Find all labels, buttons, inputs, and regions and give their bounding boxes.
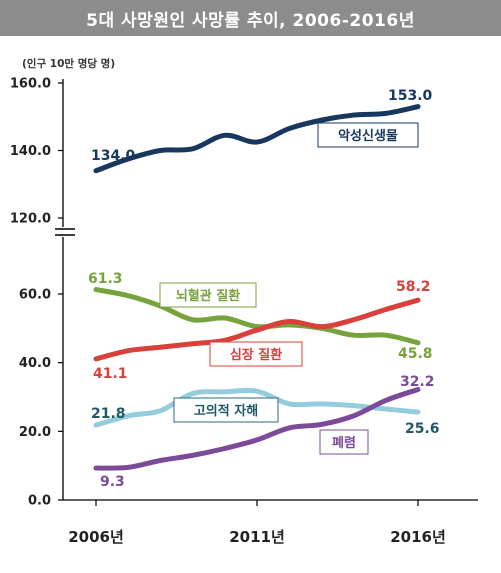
data-labels: 134.0 153.0 악성신생물 61.3 45.8 뇌혈관 질환 41.1 58.2 심장 … [88,88,440,490]
series-name-label: 심장 질환 [230,347,282,363]
y-tick-label: 0.0 [28,494,51,509]
series-line-3 [93,387,421,428]
series-name-box [209,341,303,367]
start-value-label: 9.3 [100,474,125,490]
start-value-label: 134.0 [91,148,136,164]
start-value-label: 41.1 [93,366,128,382]
chart-title: 5대 사망원인 사망률 추이, 2006-2016년 [86,10,415,31]
end-value-label: 25.6 [405,421,440,437]
y-unit-label: (인구 10만 명당 명) [22,57,115,70]
start-value-label: 21.8 [91,406,126,422]
series-line-1 [93,287,421,346]
series-lines [93,104,421,471]
y-tick-label: 140.0 [10,144,51,159]
title-bar: 5대 사망원인 사망률 추이, 2006-2016년 [0,0,501,36]
series-line-4 [93,386,421,471]
y-tick-label: 160.0 [10,77,51,92]
series-name-label: 폐렴 [332,436,356,451]
x-tick-label: 2006년 [68,528,124,546]
end-value-label: 32.2 [400,374,435,390]
series-name-box [317,122,419,148]
series-name-box [173,397,279,423]
end-value-label: 153.0 [388,88,433,104]
series-line-0 [93,104,421,174]
series-name-box [319,429,369,455]
axes: (인구 10만 명당 명) 0.0 20.0 40.0 60.0 120.0 140.0 16… [10,57,478,546]
y-tick-label: 120.0 [10,212,51,227]
series-name-label: 뇌혈관 질환 [176,288,240,304]
series-name-label: 고의적 자해 [194,403,258,419]
y-tick-label: 60.0 [19,288,51,303]
y-tick-label: 40.0 [19,356,51,371]
x-tick-label: 2011년 [229,528,285,546]
end-value-label: 58.2 [396,279,431,295]
series-name-box [159,282,257,308]
series-name-label: 악성신생물 [338,128,398,144]
start-value-label: 61.3 [88,271,123,287]
y-tick-label: 20.0 [19,425,51,440]
end-value-label: 45.8 [398,346,433,362]
x-tick-label: 2016년 [390,528,446,546]
series-line-2 [93,297,421,362]
